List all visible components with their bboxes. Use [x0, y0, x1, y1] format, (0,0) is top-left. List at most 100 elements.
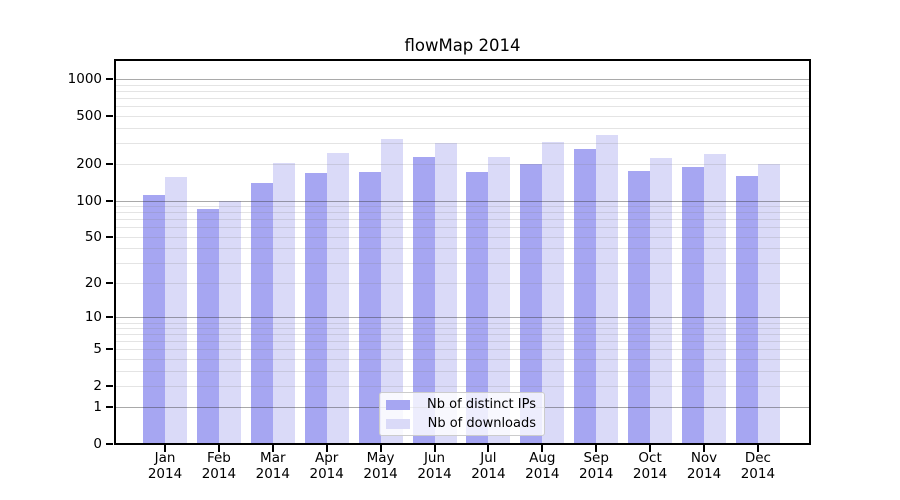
x-tick-label: Oct 2014	[632, 450, 668, 482]
x-tick-mark	[271, 445, 274, 452]
x-tick-mark	[756, 445, 759, 452]
gridline-minor	[116, 116, 809, 117]
gridline-minor	[116, 85, 809, 86]
x-tick-label: Nov 2014	[686, 450, 722, 482]
bar-distinct_ips-sep	[574, 149, 597, 444]
gridline-minor	[116, 248, 809, 249]
x-tick-mark	[433, 445, 436, 452]
legend-swatch-distinct-ips	[386, 399, 410, 410]
bar-distinct_ips-apr	[304, 172, 327, 444]
y-tick-label: 0	[93, 436, 102, 452]
y-tick-mark	[106, 235, 113, 238]
gridline-major	[116, 79, 809, 80]
gridline-minor	[116, 263, 809, 264]
y-tick-label: 200	[76, 156, 102, 173]
gridline-minor	[116, 349, 809, 350]
gridline-minor	[116, 237, 809, 238]
bar-downloads-nov	[704, 153, 726, 444]
gridline-minor	[116, 219, 809, 220]
bar-distinct_ips-jun	[412, 156, 435, 444]
gridline-minor	[116, 164, 809, 165]
y-tick-label: 1000	[67, 71, 102, 88]
bar-distinct_ips-aug	[520, 164, 543, 444]
y-tick-label: 20	[84, 275, 102, 292]
legend-swatch-downloads	[386, 418, 410, 429]
x-tick-mark	[703, 445, 705, 452]
gridline-minor	[116, 323, 809, 324]
x-tick-mark	[164, 445, 166, 452]
y-tick-mark	[106, 406, 113, 409]
bar-distinct_ips-mar	[250, 182, 273, 444]
gridline-major	[116, 201, 809, 202]
x-tick-mark	[217, 445, 220, 452]
x-tick-mark	[487, 445, 490, 452]
x-tick-label: Aug 2014	[525, 450, 560, 482]
x-tick-label: Apr 2014	[309, 450, 344, 482]
bar-distinct_ips-nov	[682, 166, 704, 444]
bar-downloads-jan	[165, 177, 187, 444]
y-tick-label: 10	[84, 309, 102, 326]
x-tick-mark	[325, 445, 328, 452]
legend: Nb of distinct IPs Nb of downloads	[379, 392, 545, 436]
gridline-minor	[116, 227, 809, 228]
gridline-major	[116, 317, 809, 318]
gridline-minor	[116, 106, 809, 107]
y-tick-mark	[106, 78, 113, 81]
gridline-minor	[116, 98, 809, 99]
bar-downloads-apr	[326, 152, 349, 444]
x-tick-label: May 2014	[363, 450, 398, 482]
gridline-minor	[116, 283, 809, 284]
gridline-minor	[116, 212, 809, 213]
x-tick-mark	[379, 445, 382, 452]
gridline-minor	[116, 334, 809, 335]
gridline-minor	[116, 328, 809, 329]
bar-downloads-feb	[218, 200, 241, 444]
bar-distinct_ips-jan	[143, 195, 165, 444]
bar-downloads-may	[380, 138, 403, 444]
gridline-minor	[116, 386, 809, 387]
y-tick-label: 100	[76, 192, 102, 209]
legend-item-downloads: Nb of downloads	[386, 416, 536, 432]
x-tick-label: Feb 2014	[201, 450, 237, 482]
y-tick-mark	[106, 163, 113, 166]
gridline-minor	[116, 143, 809, 144]
x-tick-label: Jul 2014	[471, 450, 506, 482]
gridline-minor	[116, 341, 809, 342]
y-tick-label: 500	[76, 108, 102, 124]
y-tick-label: 2	[93, 378, 102, 395]
x-tick-label: Jan 2014	[147, 450, 183, 482]
gridline-minor	[116, 371, 809, 372]
bar-distinct_ips-jul	[466, 171, 489, 444]
x-tick-label: Mar 2014	[255, 450, 290, 482]
chart-title: flowMap 2014	[404, 36, 521, 55]
y-tick-mark	[106, 348, 113, 351]
gridline-minor	[116, 128, 809, 129]
gridline-minor	[116, 359, 809, 360]
gridline-minor	[116, 206, 809, 207]
y-tick-label: 50	[84, 228, 102, 245]
x-tick-mark	[649, 445, 652, 452]
bar-distinct_ips-dec	[735, 175, 758, 444]
legend-item-distinct-ips: Nb of distinct IPs	[386, 397, 536, 413]
bar-downloads-jul	[488, 157, 511, 444]
x-tick-label: Jun 2014	[417, 450, 452, 482]
y-tick-label: 1	[93, 399, 102, 416]
bar-downloads-dec	[757, 164, 780, 444]
x-tick-label: Dec 2014	[740, 450, 776, 482]
gridline-minor	[116, 91, 809, 92]
bar-distinct_ips-may	[358, 171, 381, 444]
y-tick-mark	[106, 282, 113, 285]
bar-downloads-mar	[272, 163, 295, 444]
bar-distinct_ips-feb	[196, 208, 219, 444]
x-tick-mark	[595, 445, 598, 452]
x-tick-label: Sep 2014	[579, 450, 614, 482]
y-tick-label: 5	[93, 341, 102, 358]
bar-downloads-sep	[596, 134, 619, 444]
y-tick-mark	[106, 385, 113, 388]
x-tick-mark	[541, 445, 544, 452]
y-tick-mark	[106, 199, 113, 202]
legend-label-downloads: Nb of downloads	[427, 415, 536, 431]
y-tick-mark	[106, 115, 113, 117]
bar-downloads-aug	[542, 142, 565, 444]
